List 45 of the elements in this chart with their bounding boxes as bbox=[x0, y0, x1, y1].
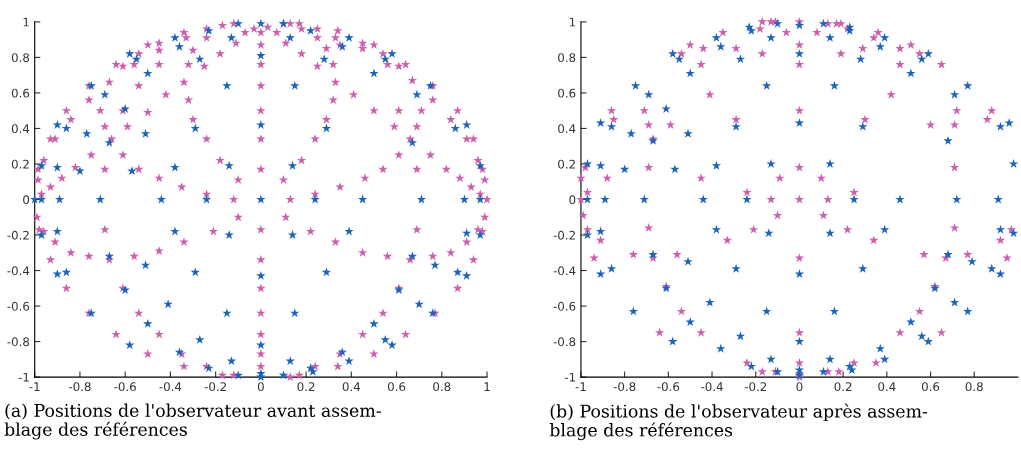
x-tick-label: -0.4 bbox=[159, 382, 182, 392]
y-tick-label: 0 bbox=[23, 195, 30, 205]
x-tick-label: 0.4 bbox=[878, 382, 896, 392]
x-tick-label: 0.2 bbox=[297, 382, 315, 392]
y-tick-label: 0.4 bbox=[11, 124, 30, 134]
x-tick-label: -0.2 bbox=[744, 382, 767, 392]
x-tick-label: 0 bbox=[796, 382, 803, 392]
y-tick-label: 0 bbox=[569, 195, 576, 205]
x-tick-label: -0.6 bbox=[657, 382, 680, 392]
x-tick-label: -1 bbox=[575, 382, 586, 391]
text: (b) Positions de l'observateur après assem- blage des références bbox=[549, 403, 928, 441]
text: (a) Positions de l'observateur avant assem- blage des références bbox=[4, 403, 381, 440]
x-tick-label: 0.8 bbox=[965, 382, 983, 392]
y-tick-label: 0.2 bbox=[558, 159, 575, 169]
x-tick-label: 0.4 bbox=[342, 382, 361, 392]
y-tick-label: -1 bbox=[564, 372, 575, 382]
y-tick-label: -1 bbox=[18, 372, 29, 382]
x-tick-label: 0.6 bbox=[921, 382, 940, 392]
y-tick-label: 1 bbox=[23, 17, 29, 27]
y-tick-label: -0.4 bbox=[553, 266, 576, 276]
x-tick-label: 0.2 bbox=[834, 382, 852, 392]
x-tick-label: -0.2 bbox=[204, 382, 226, 392]
y-tick-label: -0.8 bbox=[7, 337, 30, 347]
x-tick-label: 1 bbox=[484, 382, 490, 391]
y-tick-label: -0.8 bbox=[553, 337, 576, 347]
y-tick-label: 0.6 bbox=[11, 88, 30, 98]
x-tick-label: -0.8 bbox=[613, 382, 636, 392]
y-tick-label: 0.2 bbox=[11, 159, 29, 169]
y-tick-label: -0.4 bbox=[7, 266, 30, 276]
x-tick-label: -0.8 bbox=[69, 382, 91, 392]
y-tick-label: -0.2 bbox=[553, 230, 575, 240]
y-tick-label: 0.8 bbox=[11, 53, 30, 63]
x-tick-label: 0.6 bbox=[387, 382, 406, 392]
x-tick-label: -0.4 bbox=[701, 382, 723, 392]
x-tick-label: -1 bbox=[29, 382, 40, 391]
y-tick-label: 0.6 bbox=[558, 88, 576, 98]
y-tick-label: 1 bbox=[569, 17, 575, 27]
y-tick-label: -0.6 bbox=[7, 301, 30, 311]
y-tick-label: -0.2 bbox=[7, 230, 29, 240]
y-tick-label: 0.8 bbox=[558, 53, 576, 63]
x-tick-label: 0.8 bbox=[433, 382, 451, 392]
x-tick-label: 0 bbox=[257, 382, 264, 392]
y-tick-label: 0.4 bbox=[558, 124, 576, 134]
x-tick-label: -0.6 bbox=[114, 382, 136, 392]
y-tick-label: -0.6 bbox=[553, 301, 576, 311]
